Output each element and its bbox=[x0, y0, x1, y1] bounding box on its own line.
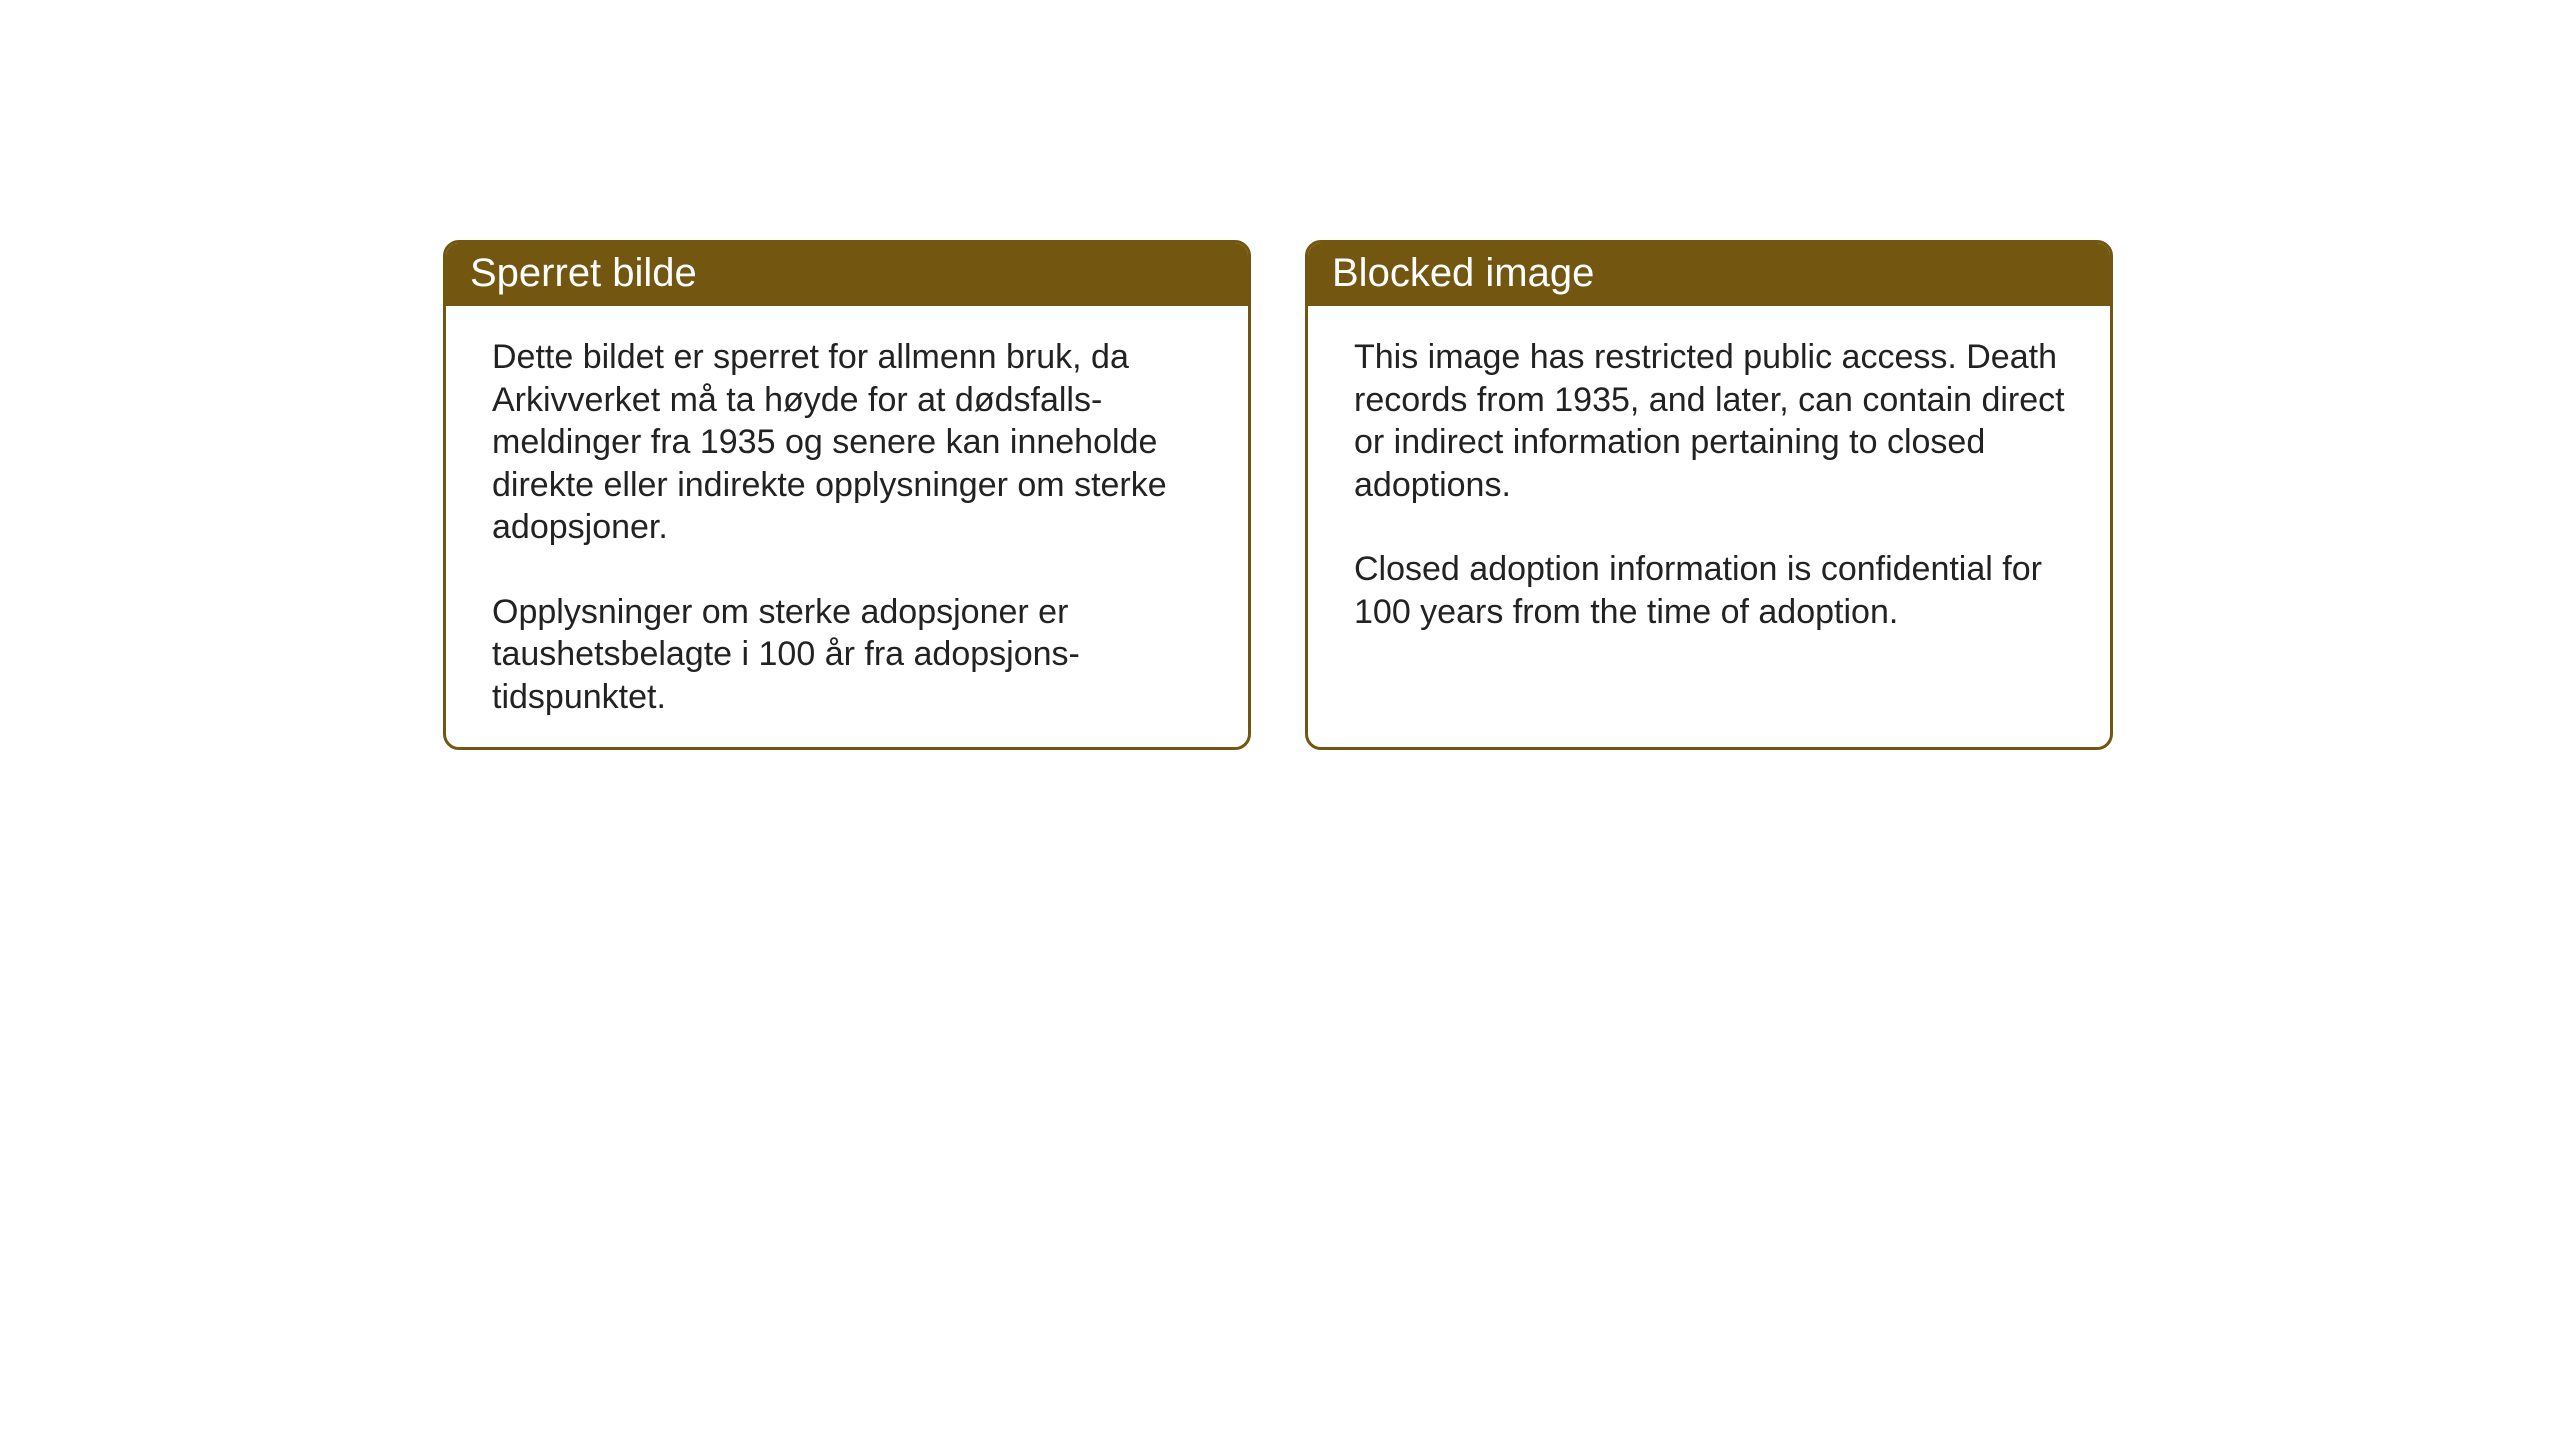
notice-container: Sperret bilde Dette bildet er sperret fo… bbox=[0, 0, 2560, 750]
paragraph-text: This image has restricted public access.… bbox=[1354, 336, 2070, 506]
notice-panel-norwegian: Sperret bilde Dette bildet er sperret fo… bbox=[443, 240, 1251, 750]
paragraph-text: Dette bildet er sperret for allmenn bruk… bbox=[492, 336, 1208, 549]
panel-header-norwegian: Sperret bilde bbox=[446, 243, 1248, 306]
panel-body-norwegian: Dette bildet er sperret for allmenn bruk… bbox=[446, 306, 1248, 748]
panel-header-english: Blocked image bbox=[1308, 243, 2110, 306]
panel-body-english: This image has restricted public access.… bbox=[1308, 306, 2110, 663]
paragraph-text: Closed adoption information is confident… bbox=[1354, 548, 2070, 633]
paragraph-text: Opplysninger om sterke adopsjoner er tau… bbox=[492, 591, 1208, 719]
notice-panel-english: Blocked image This image has restricted … bbox=[1305, 240, 2113, 750]
